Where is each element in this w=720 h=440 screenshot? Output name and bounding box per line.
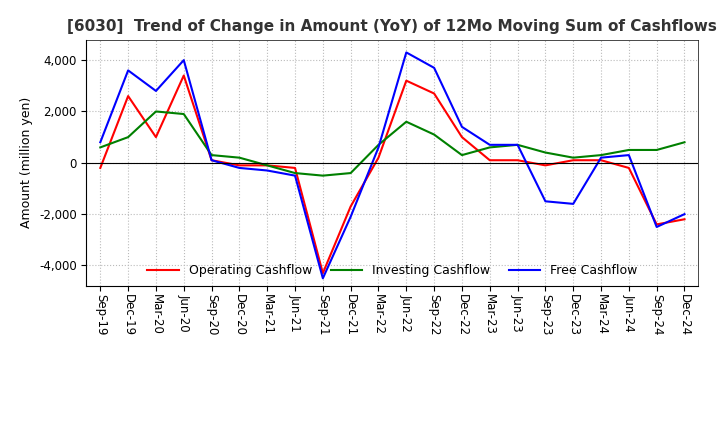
Investing Cashflow <box>179 111 188 117</box>
Operating Cashflow <box>597 158 606 163</box>
Free Cashflow <box>263 168 271 173</box>
Investing Cashflow <box>652 147 661 153</box>
Operating Cashflow <box>179 73 188 78</box>
Free Cashflow <box>624 152 633 158</box>
Operating Cashflow <box>458 135 467 140</box>
Free Cashflow <box>485 142 494 147</box>
Operating Cashflow <box>680 216 689 222</box>
Investing Cashflow <box>374 142 383 147</box>
Investing Cashflow <box>541 150 550 155</box>
Free Cashflow <box>402 50 410 55</box>
Free Cashflow <box>458 124 467 129</box>
Free Cashflow <box>179 58 188 63</box>
Operating Cashflow <box>513 158 522 163</box>
Free Cashflow <box>346 214 355 220</box>
Free Cashflow <box>318 275 327 281</box>
Investing Cashflow <box>430 132 438 137</box>
Free Cashflow <box>124 68 132 73</box>
Investing Cashflow <box>96 145 104 150</box>
Investing Cashflow <box>124 135 132 140</box>
Investing Cashflow <box>569 155 577 160</box>
Operating Cashflow <box>569 158 577 163</box>
Investing Cashflow <box>263 163 271 168</box>
Operating Cashflow <box>207 158 216 163</box>
Operating Cashflow <box>652 222 661 227</box>
Free Cashflow <box>430 65 438 70</box>
Investing Cashflow <box>485 145 494 150</box>
Line: Operating Cashflow: Operating Cashflow <box>100 76 685 273</box>
Investing Cashflow <box>152 109 161 114</box>
Line: Free Cashflow: Free Cashflow <box>100 52 685 279</box>
Legend: Operating Cashflow, Investing Cashflow, Free Cashflow: Operating Cashflow, Investing Cashflow, … <box>143 259 642 282</box>
Operating Cashflow <box>402 78 410 83</box>
Investing Cashflow <box>624 147 633 153</box>
Free Cashflow <box>569 201 577 206</box>
Investing Cashflow <box>513 142 522 147</box>
Investing Cashflow <box>207 152 216 158</box>
Operating Cashflow <box>96 165 104 171</box>
Free Cashflow <box>152 88 161 94</box>
Investing Cashflow <box>402 119 410 125</box>
Investing Cashflow <box>291 170 300 176</box>
Free Cashflow <box>652 224 661 230</box>
Line: Investing Cashflow: Investing Cashflow <box>100 111 685 176</box>
Y-axis label: Amount (million yen): Amount (million yen) <box>20 97 33 228</box>
Free Cashflow <box>597 155 606 160</box>
Operating Cashflow <box>124 93 132 99</box>
Investing Cashflow <box>318 173 327 178</box>
Investing Cashflow <box>235 155 243 160</box>
Investing Cashflow <box>458 152 467 158</box>
Free Cashflow <box>680 212 689 217</box>
Operating Cashflow <box>346 204 355 209</box>
Operating Cashflow <box>235 163 243 168</box>
Operating Cashflow <box>291 165 300 171</box>
Operating Cashflow <box>430 91 438 96</box>
Free Cashflow <box>291 173 300 178</box>
Operating Cashflow <box>374 155 383 160</box>
Free Cashflow <box>541 198 550 204</box>
Investing Cashflow <box>680 139 689 145</box>
Free Cashflow <box>235 165 243 171</box>
Title: [6030]  Trend of Change in Amount (YoY) of 12Mo Moving Sum of Cashflows: [6030] Trend of Change in Amount (YoY) o… <box>68 19 717 34</box>
Operating Cashflow <box>318 271 327 276</box>
Free Cashflow <box>96 139 104 145</box>
Investing Cashflow <box>597 152 606 158</box>
Operating Cashflow <box>485 158 494 163</box>
Operating Cashflow <box>263 163 271 168</box>
Operating Cashflow <box>624 165 633 171</box>
Operating Cashflow <box>152 135 161 140</box>
Investing Cashflow <box>346 170 355 176</box>
Free Cashflow <box>374 145 383 150</box>
Free Cashflow <box>207 158 216 163</box>
Free Cashflow <box>513 142 522 147</box>
Operating Cashflow <box>541 163 550 168</box>
